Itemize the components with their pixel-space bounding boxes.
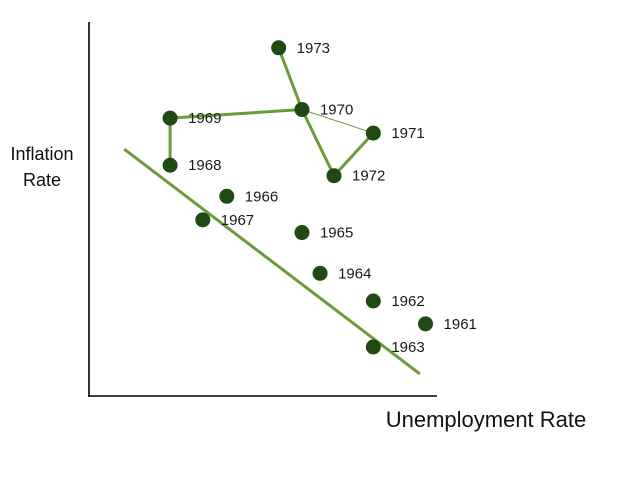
- point-label-1971: 1971: [391, 125, 424, 142]
- y-axis-label-line-1: Inflation: [10, 144, 73, 164]
- point-1962: [365, 293, 381, 309]
- x-axis-label: Unemployment Rate: [386, 407, 587, 432]
- point-label-1963: 1963: [391, 339, 424, 356]
- point-1971: [365, 125, 381, 141]
- y-axis-label-line-2: Rate: [23, 170, 61, 190]
- point-1973: [271, 40, 287, 56]
- point-label-1973: 1973: [297, 40, 330, 57]
- point-1964: [312, 265, 328, 281]
- point-label-1965: 1965: [320, 225, 353, 242]
- point-1972: [326, 168, 342, 184]
- point-label-1966: 1966: [245, 188, 278, 205]
- point-1968: [162, 157, 178, 173]
- point-label-1968: 1968: [188, 157, 221, 174]
- labels-layer: 1961 1962 1963 1964 1965 1966 1967 1968 1969 1970…: [188, 40, 477, 356]
- point-label-1972: 1972: [352, 168, 385, 185]
- connector-thin: [301, 109, 374, 134]
- point-label-1967: 1967: [221, 212, 254, 229]
- point-1970: [294, 102, 310, 118]
- point-label-1961: 1961: [444, 316, 477, 333]
- connector-1973-1970: [277, 46, 304, 112]
- lines-layer: [123, 46, 421, 375]
- point-label-1970: 1970: [320, 102, 353, 119]
- point-label-1962: 1962: [391, 293, 424, 310]
- point-label-1964: 1964: [338, 265, 371, 282]
- trend-line: [123, 148, 421, 375]
- points-layer: [162, 40, 434, 355]
- point-1963: [365, 339, 381, 355]
- point-label-1969: 1969: [188, 110, 221, 127]
- point-1967: [195, 212, 211, 228]
- point-1969: [162, 110, 178, 126]
- point-1965: [294, 225, 310, 241]
- point-1966: [219, 188, 235, 204]
- point-1961: [418, 316, 434, 332]
